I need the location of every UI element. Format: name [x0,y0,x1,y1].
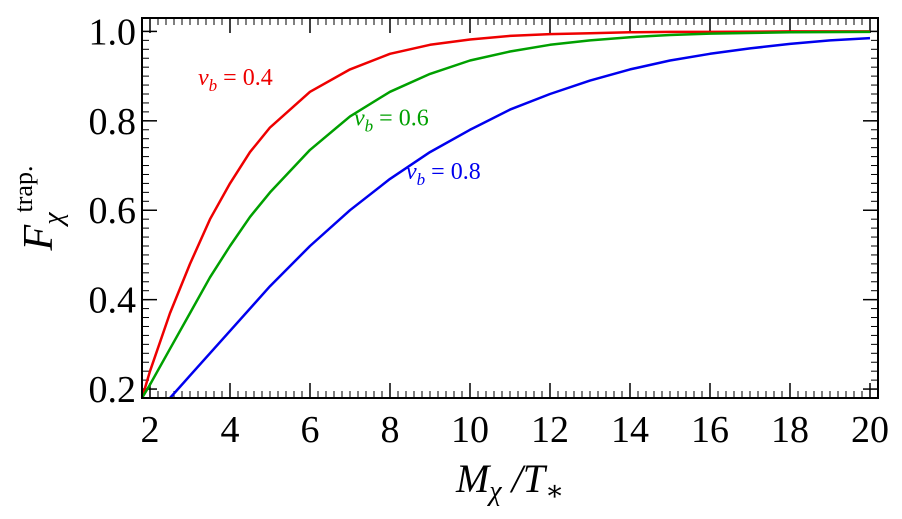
y-tick-label: 0.4 [89,280,137,322]
minor-ticks [142,18,878,398]
x-tick-label: 16 [691,409,729,451]
series-lines [140,30,871,399]
major-ticks [142,18,878,398]
y-tick-label: 0.2 [89,369,137,411]
y-tick-label: 0.8 [89,101,137,143]
series-label-2: vb = 0.6 [354,105,429,135]
series-line-2 [140,30,871,399]
x-tick-label: 12 [531,409,569,451]
x-tick-label: 4 [221,409,240,451]
x-tick-label: 10 [451,409,489,451]
x-tick-label: 6 [301,409,320,451]
series-label-1: vb = 0.4 [198,65,273,95]
plot-frame [141,17,879,399]
x-tick-label: 18 [771,409,809,451]
series-annotations: vb = 0.4 vb = 0.6 vb = 0.8 [198,65,481,189]
series-line-3 [169,36,871,399]
series-line-1 [140,30,870,399]
y-tick-label: 1.0 [89,11,137,53]
x-tick-label: 14 [611,409,649,451]
y-tick-labels: 0.2 0.4 0.6 0.8 1.0 [89,11,137,411]
x-tick-labels: 2 4 6 8 10 12 14 16 18 20 [141,409,890,451]
y-tick-label: 0.6 [89,190,137,232]
series-label-3: vb = 0.8 [406,159,481,189]
x-axis-label: Mχ /T∗ [455,456,564,507]
x-tick-label: 20 [851,409,889,451]
x-tick-label: 2 [141,409,160,451]
x-tick-label: 8 [381,409,400,451]
y-axis-label: Fχtrap. [9,166,69,252]
